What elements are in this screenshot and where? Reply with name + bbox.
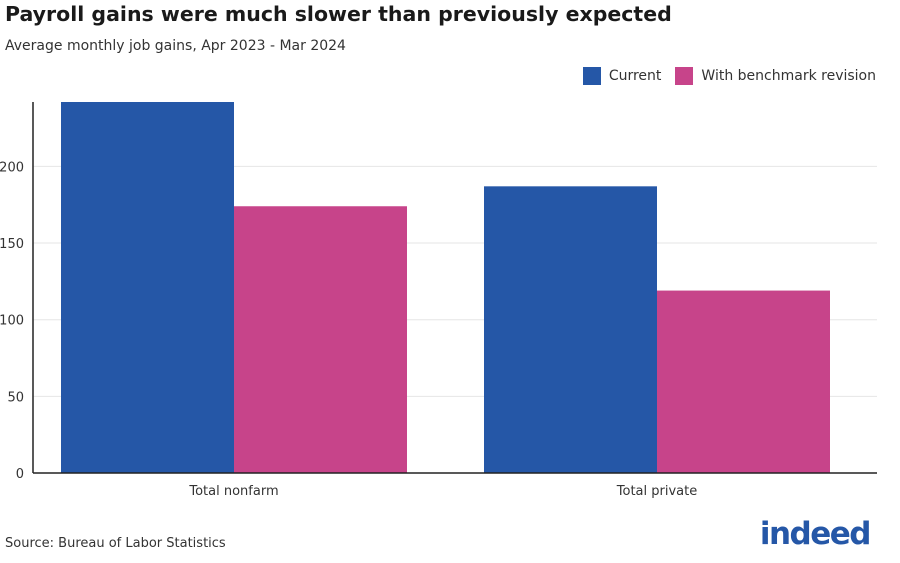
source-note: Source: Bureau of Labor Statistics bbox=[5, 536, 226, 551]
y-tick-label: 200 bbox=[0, 160, 24, 175]
x-category-label: Total nonfarm bbox=[188, 484, 278, 499]
bar-revision bbox=[657, 290, 830, 473]
legend-label-revision: With benchmark revision bbox=[701, 68, 876, 84]
indeed-logo: indeed bbox=[759, 516, 872, 552]
y-tick-label: 100 bbox=[0, 314, 24, 329]
legend-swatch-revision bbox=[675, 67, 694, 85]
bar-revision bbox=[234, 206, 407, 474]
bar-current bbox=[61, 102, 234, 473]
legend-swatch-current bbox=[582, 67, 601, 85]
chart-subtitle: Average monthly job gains, Apr 2023 - Ma… bbox=[5, 38, 346, 54]
legend: Current With benchmark revision bbox=[569, 67, 876, 85]
chart-title: Payroll gains were much slower than prev… bbox=[5, 2, 672, 26]
y-tick-label: 50 bbox=[7, 390, 24, 405]
x-category-label: Total private bbox=[616, 484, 697, 499]
legend-item-revision: With benchmark revision bbox=[675, 67, 876, 85]
y-tick-label: 0 bbox=[16, 467, 24, 482]
bar-current bbox=[484, 186, 657, 473]
y-tick-label: 150 bbox=[0, 237, 24, 252]
legend-item-current: Current bbox=[582, 67, 662, 85]
legend-label-current: Current bbox=[608, 68, 662, 84]
